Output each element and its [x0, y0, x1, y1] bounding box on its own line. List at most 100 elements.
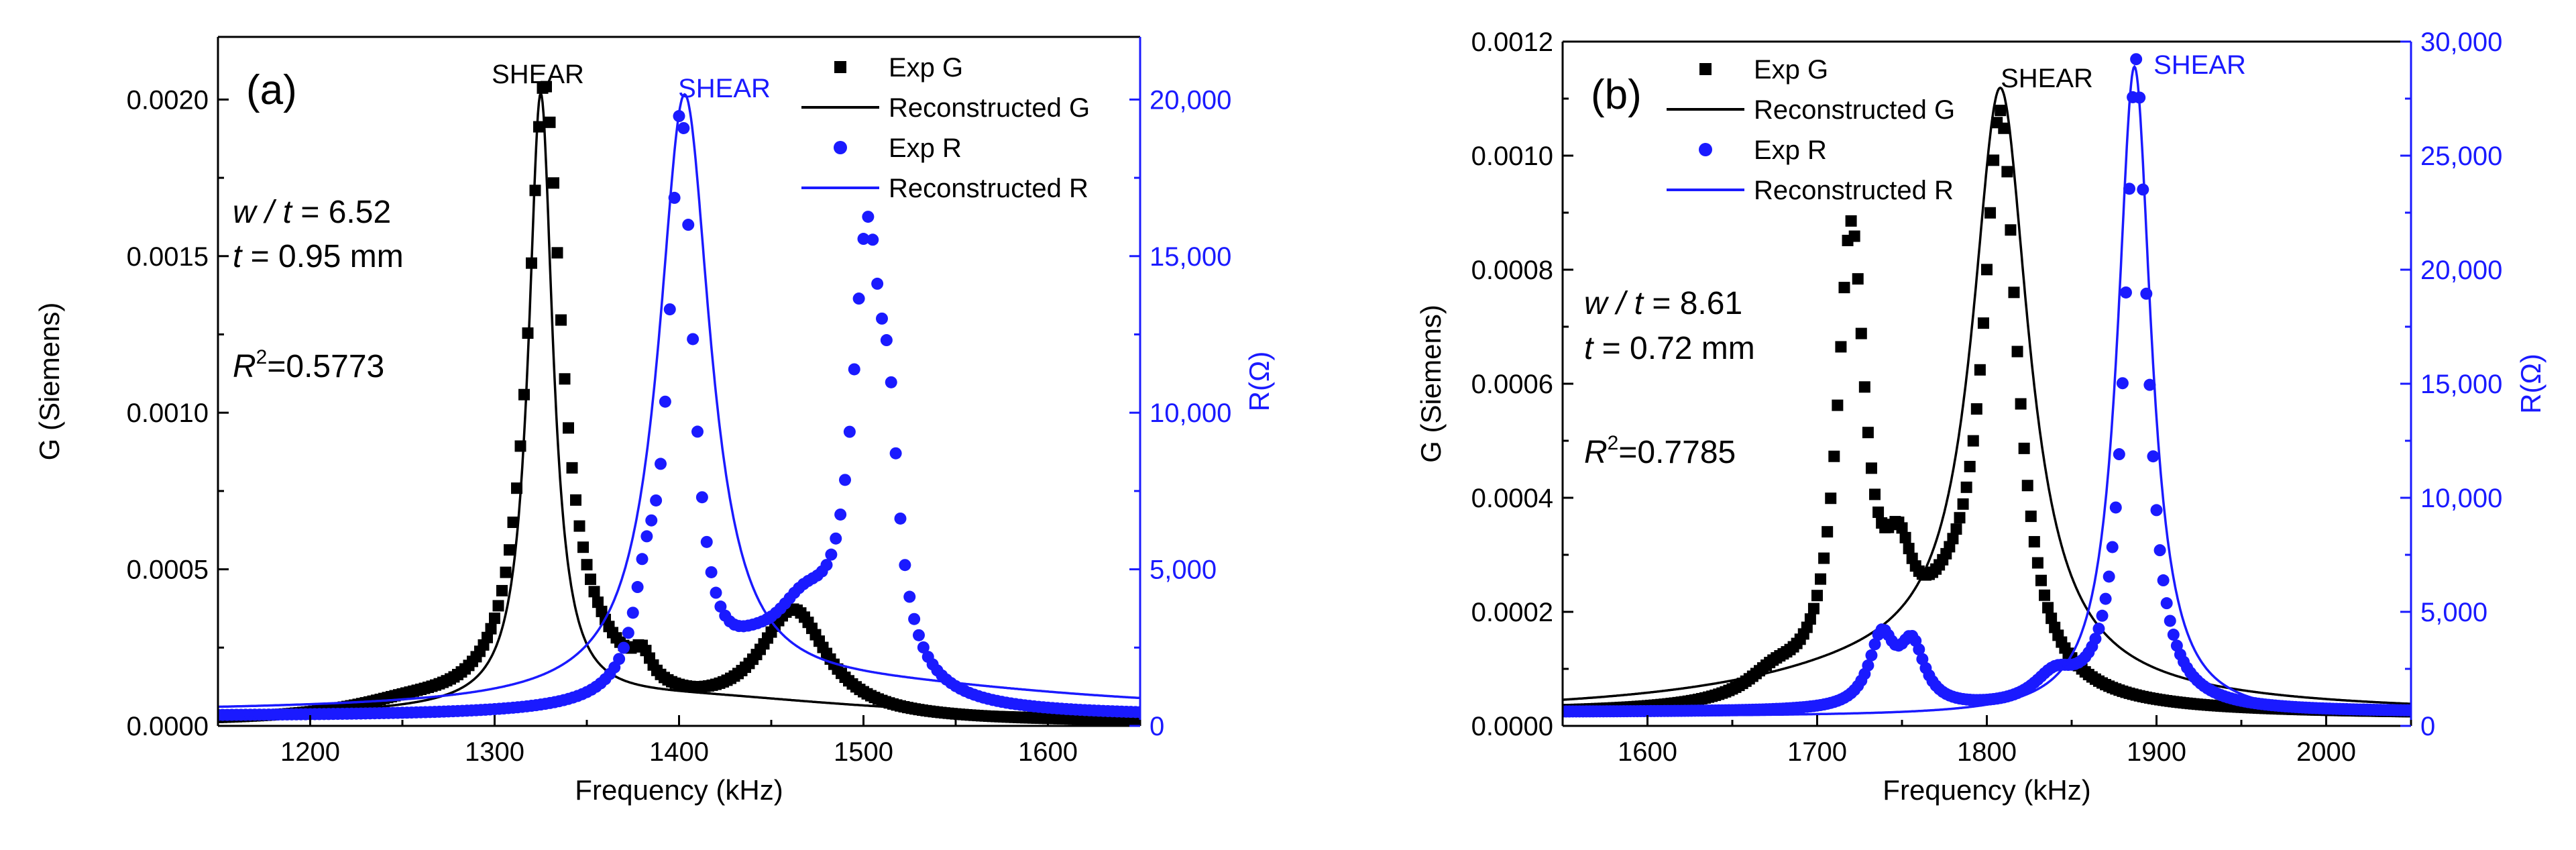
- y-axis-label: G (Siemens): [34, 303, 65, 461]
- y2-tick-label: 0: [2420, 712, 2435, 741]
- data-point: [908, 613, 921, 625]
- data-point: [830, 532, 842, 545]
- r2-value: =0.7785: [1618, 435, 1736, 470]
- data-point: [1835, 341, 1847, 353]
- t-annotation: t = 0.72 mm: [1584, 331, 1755, 366]
- r2-label: R: [233, 349, 256, 384]
- data-point: [2008, 286, 2020, 299]
- data-point: [2099, 592, 2112, 605]
- y2-axis-label: R(Ω): [1243, 352, 1275, 412]
- data-point: [2109, 501, 2122, 514]
- t-label: t: [233, 239, 243, 274]
- data-point: [1832, 399, 1844, 411]
- data-point: [1804, 613, 1816, 625]
- data-point: [1896, 522, 1908, 534]
- data-point: [843, 425, 856, 438]
- wt-value: = 6.52: [292, 195, 391, 230]
- data-point: [1967, 435, 1979, 447]
- data-point: [1862, 427, 1874, 439]
- r2-label: R: [1584, 435, 1608, 470]
- data-point: [1838, 282, 1850, 294]
- legend-entry: Exp R: [1754, 136, 1827, 165]
- y2-tick-label: 10,000: [2420, 484, 2502, 513]
- legend-marker-circle: [1699, 143, 1712, 156]
- data-point: [563, 422, 574, 434]
- x-tick-label: 2000: [2296, 737, 2356, 767]
- data-point: [2021, 480, 2033, 492]
- shear-label-g: SHEAR: [492, 60, 584, 89]
- data-point: [880, 334, 893, 347]
- x-tick-label: 1300: [465, 737, 524, 767]
- data-point: [613, 653, 626, 666]
- data-point: [496, 584, 508, 596]
- data-point: [1807, 602, 1819, 615]
- data-point: [492, 600, 504, 612]
- data-point: [655, 458, 667, 470]
- data-point: [2031, 557, 2043, 569]
- series-exp-g: [1563, 105, 2411, 718]
- x-tick-label: 1500: [834, 737, 893, 767]
- data-point: [1964, 460, 1976, 472]
- data-point: [1825, 492, 1837, 504]
- legend-marker-circle: [834, 141, 847, 154]
- t-value: = 0.72 mm: [1593, 331, 1754, 366]
- y2-tick-label: 10,000: [1150, 399, 1231, 428]
- wt-annotation: w / t = 6.52: [233, 195, 391, 230]
- data-point: [2046, 613, 2058, 625]
- data-point: [663, 303, 676, 316]
- data-point: [592, 596, 604, 608]
- t-annotation: t = 0.95 mm: [233, 239, 404, 274]
- t-label: t: [1584, 331, 1594, 366]
- data-point: [848, 363, 860, 376]
- wt-value: = 8.61: [1643, 286, 1742, 321]
- data-point: [541, 81, 552, 93]
- data-point: [482, 631, 493, 643]
- data-point: [2157, 574, 2170, 587]
- data-point: [1811, 590, 1823, 602]
- data-point: [1960, 481, 1972, 493]
- legend-entry: Exp R: [889, 134, 962, 163]
- data-point: [573, 520, 585, 532]
- data-point: [834, 508, 847, 521]
- data-point: [677, 121, 690, 134]
- data-point: [626, 606, 639, 619]
- data-point: [2042, 602, 2054, 614]
- y2-tick-label: 5,000: [1150, 555, 1217, 585]
- data-point: [2153, 544, 2166, 557]
- y-tick-label: 0.0002: [1471, 598, 1553, 627]
- data-point: [889, 447, 902, 460]
- data-point: [2167, 629, 2180, 641]
- legend: Exp G Reconstructed G Exp R Reconstructed R: [801, 53, 1090, 203]
- data-point: [500, 566, 512, 578]
- y-tick-label: 0.0008: [1471, 256, 1553, 285]
- data-point: [2160, 597, 2173, 610]
- data-point: [1134, 706, 1140, 719]
- data-point: [1862, 659, 1874, 672]
- data-point: [548, 177, 559, 189]
- data-point: [1977, 317, 1989, 329]
- data-point: [1899, 531, 1911, 543]
- legend-marker-square: [834, 61, 846, 73]
- data-point: [2119, 286, 2132, 299]
- data-point: [2018, 442, 2030, 454]
- data-point: [618, 641, 630, 654]
- data-point: [2150, 504, 2163, 517]
- legend-entry: Reconstructed G: [889, 93, 1090, 123]
- y-tick-label: 0.0000: [127, 712, 209, 741]
- data-point: [1865, 462, 1877, 474]
- series-reconstructed-g-line: [218, 90, 1140, 716]
- data-point: [2103, 570, 2115, 583]
- data-point: [1903, 543, 1915, 555]
- y-tick-label: 0.0020: [127, 85, 209, 115]
- data-point: [2011, 346, 2023, 358]
- data-point: [1954, 512, 1966, 524]
- series-exp-r: [218, 110, 1140, 721]
- wt-annotation: w / t = 8.61: [1584, 286, 1742, 321]
- legend: Exp G Reconstructed G Exp R Reconstructed R: [1667, 55, 1955, 205]
- data-point: [682, 219, 695, 231]
- data-point: [570, 494, 581, 506]
- data-point: [1981, 264, 1993, 276]
- data-point: [631, 581, 644, 594]
- data-point: [1984, 207, 1997, 219]
- y2-tick-label: 15,000: [1150, 242, 1231, 272]
